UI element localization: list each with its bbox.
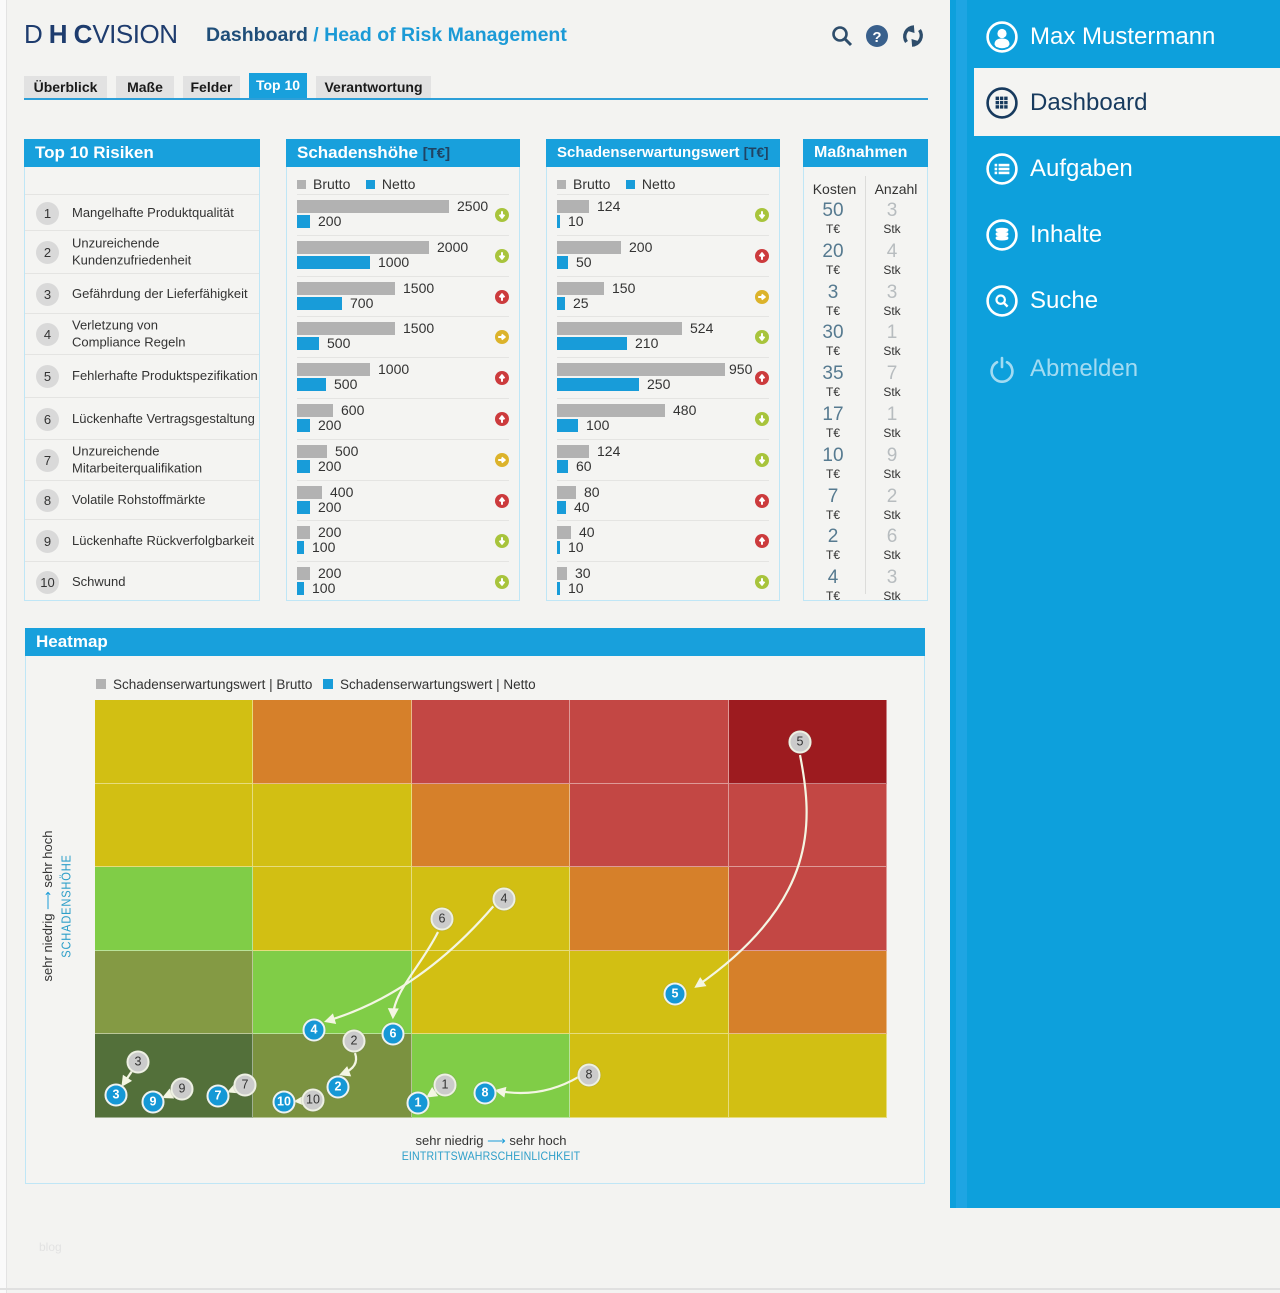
svg-text:?: ? xyxy=(872,29,881,46)
